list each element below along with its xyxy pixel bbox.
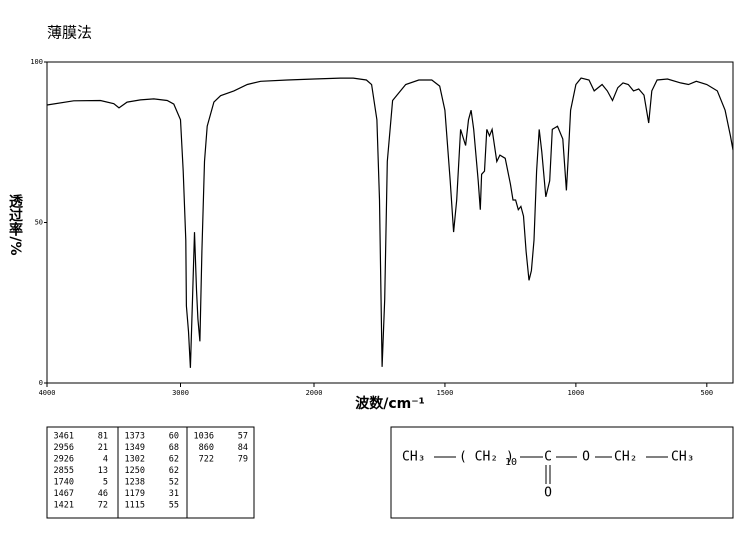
peak-wavenumber: 722	[199, 455, 214, 465]
structure-frame	[390, 426, 734, 519]
peak-wavenumber: 1179	[125, 489, 145, 499]
peak-transmittance: 13	[98, 466, 108, 476]
peak-transmittance: 46	[98, 489, 108, 499]
peak-wavenumber: 1467	[54, 489, 74, 499]
peak-transmittance: 57	[238, 432, 248, 442]
x-tick-label: 2000	[306, 389, 323, 397]
x-axis-label: 波数/cm⁻¹	[355, 395, 425, 412]
peak-wavenumber: 1302	[125, 455, 145, 465]
peak-transmittance: 60	[169, 432, 179, 442]
peak-wavenumber: 1740	[54, 478, 74, 488]
group: CH₃	[671, 450, 694, 465]
y-tick-label: 50	[35, 219, 43, 227]
x-tick-label: 500	[700, 389, 713, 397]
peak-transmittance: 72	[98, 501, 108, 511]
y-tick-label: 100	[30, 58, 43, 66]
peak-wavenumber: 1250	[125, 466, 145, 476]
peak-transmittance: 31	[169, 489, 179, 499]
peak-transmittance: 21	[98, 443, 108, 453]
plot-frame	[46, 61, 734, 384]
atom: O	[544, 486, 552, 501]
x-tick-label: 4000	[39, 389, 56, 397]
peak-wavenumber: 1238	[125, 478, 145, 488]
peak-transmittance: 5	[103, 478, 108, 488]
atom: O	[582, 450, 590, 465]
group: CH₂	[614, 450, 637, 465]
peak-transmittance: 62	[169, 455, 179, 465]
peak-transmittance: 68	[169, 443, 179, 453]
peak-wavenumber: 1036	[194, 432, 214, 442]
atom: C	[544, 450, 552, 465]
peak-transmittance: 55	[169, 501, 179, 511]
peak-transmittance: 52	[169, 478, 179, 488]
group: ( CH₂ )	[459, 450, 514, 465]
peak-wavenumber: 1421	[54, 501, 74, 511]
peak-wavenumber: 1115	[125, 501, 145, 511]
peak-wavenumber: 2926	[54, 455, 74, 465]
peak-transmittance: 81	[98, 432, 108, 442]
x-tick-label: 1000	[567, 389, 584, 397]
y-axis-label: 透过率/%	[7, 194, 23, 255]
peak-wavenumber: 1349	[125, 443, 145, 453]
peak-wavenumber: 2956	[54, 443, 74, 453]
peak-wavenumber: 1373	[125, 432, 145, 442]
peak-wavenumber: 3461	[54, 432, 74, 442]
peak-table-frame	[46, 426, 255, 519]
group: CH₃	[402, 450, 425, 465]
peak-transmittance: 4	[103, 455, 108, 465]
peak-transmittance: 84	[238, 443, 248, 453]
y-tick-label: 0	[39, 379, 43, 387]
peak-transmittance: 79	[238, 455, 248, 465]
chart-title: 薄膜法	[47, 24, 92, 42]
peak-wavenumber: 860	[199, 443, 214, 453]
peak-wavenumber: 2855	[54, 466, 74, 476]
structure: CH₃ ( CH₂ ) 10 C O O CH₂ CH₃	[402, 450, 694, 501]
x-tick-label: 3000	[172, 389, 189, 397]
x-tick-label: 1500	[437, 389, 454, 397]
subscript: 10	[505, 457, 517, 468]
spectrum-line	[46, 77, 734, 368]
peak-transmittance: 62	[169, 466, 179, 476]
